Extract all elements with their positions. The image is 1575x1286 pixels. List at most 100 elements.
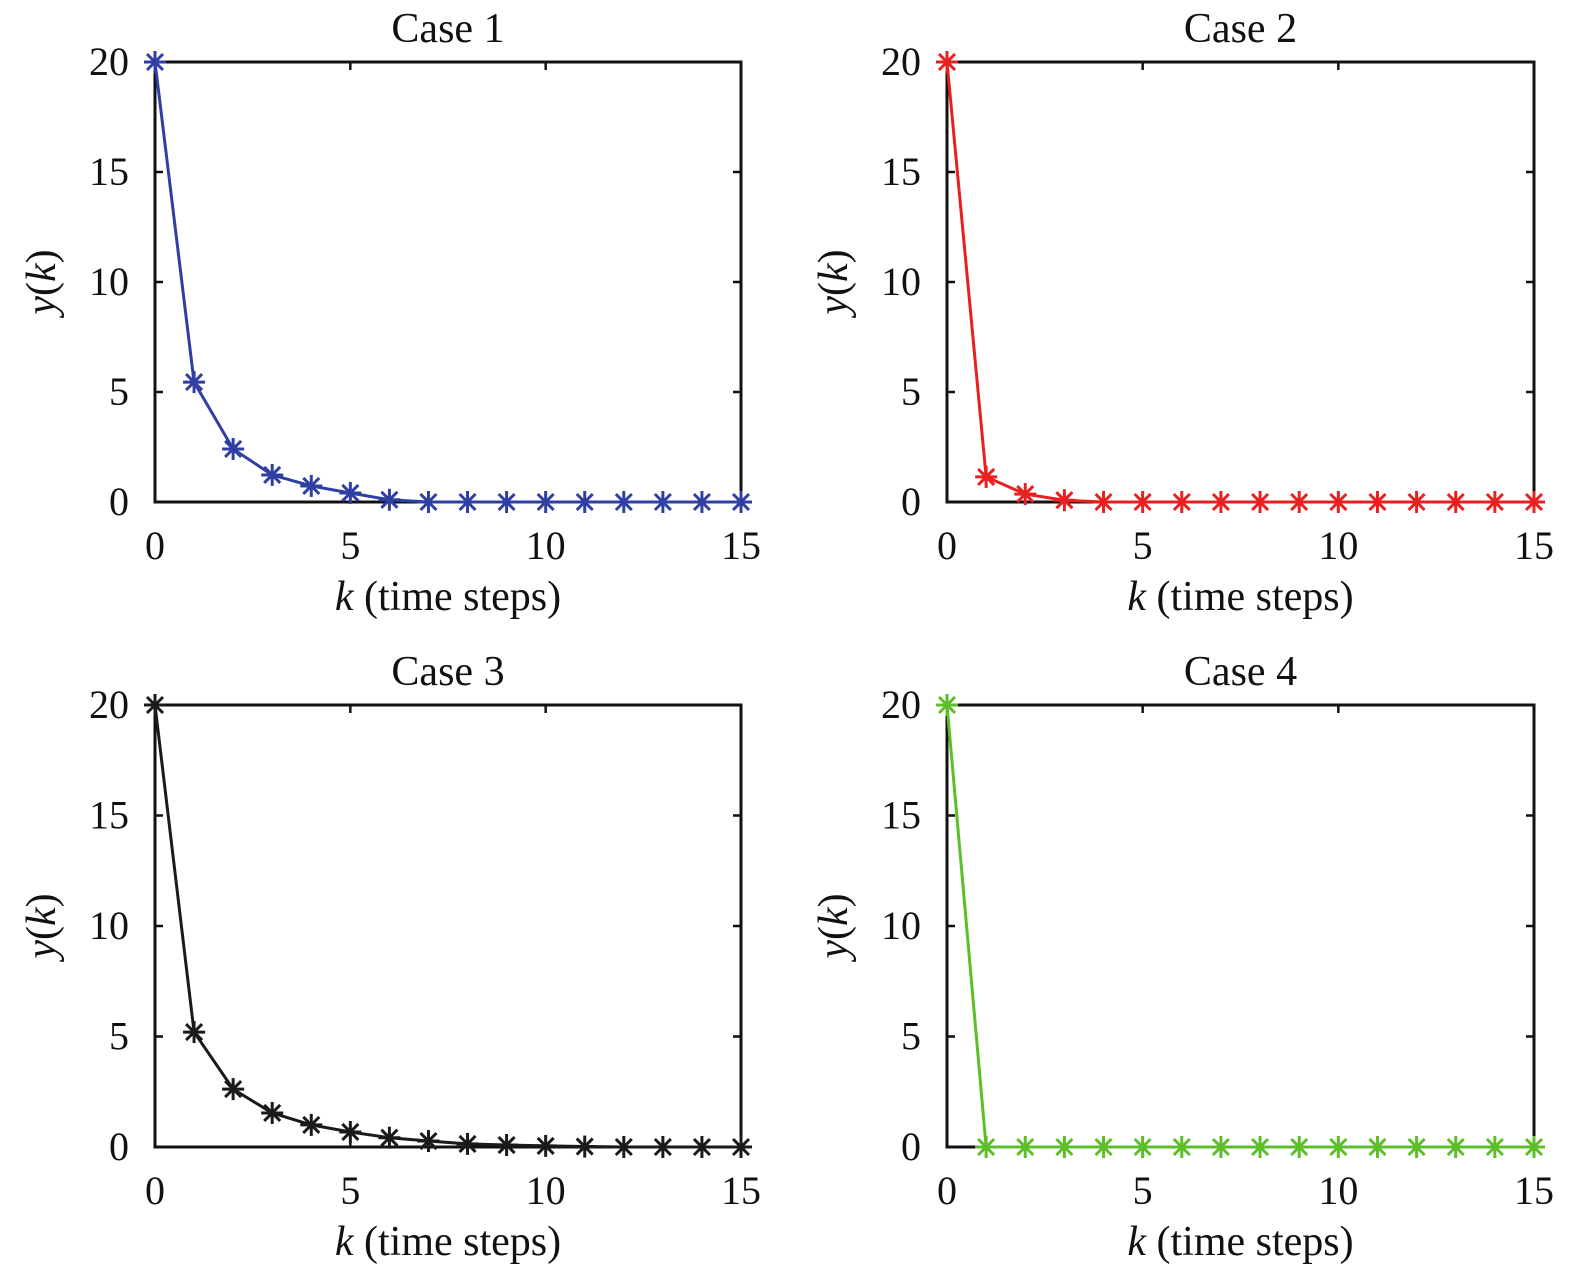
marker-stroke (1055, 1137, 1074, 1157)
series-line (153, 61, 741, 504)
marker-stroke (1251, 492, 1270, 512)
x-tick-label: 10 (1318, 1168, 1358, 1213)
data-point-marker (1523, 1136, 1545, 1158)
marker-stroke (937, 695, 957, 715)
data-point-marker (339, 481, 362, 504)
marker-stroke (1211, 1137, 1230, 1157)
y-axis-label-paren-open: ( (811, 282, 857, 296)
data-point-marker (730, 1136, 752, 1158)
data-point-marker (1288, 491, 1311, 513)
marker-stroke (1016, 485, 1035, 504)
x-tick-label: 0 (937, 523, 957, 568)
y-tick-label: 10 (881, 903, 921, 948)
data-point-marker (1366, 491, 1389, 513)
y-tick-label: 0 (109, 479, 129, 524)
y-tick-label: 20 (89, 682, 129, 727)
marker-stroke (1446, 1137, 1465, 1157)
data-point-marker (1249, 1136, 1272, 1158)
series-line (945, 704, 1534, 1149)
data-point-marker (144, 51, 166, 73)
data-point-marker (690, 491, 713, 513)
data-point-marker (1014, 483, 1037, 506)
marker-stroke (1016, 1137, 1035, 1157)
data-point-marker (534, 491, 557, 513)
data-point-marker (1444, 491, 1467, 513)
marker-stroke (614, 1137, 633, 1157)
x-axis-label-text: (time steps) (354, 1219, 562, 1265)
y-tick-label: 15 (89, 793, 129, 838)
x-axis-label-var: k (1127, 574, 1147, 620)
marker-stroke (614, 492, 633, 512)
marker-stroke (1485, 492, 1504, 512)
data-point-marker (222, 437, 245, 460)
y-tick-label: 10 (89, 259, 129, 304)
y-tick-label: 15 (89, 149, 129, 194)
data-point-marker (975, 1136, 998, 1158)
axes-box (945, 60, 1536, 504)
x-axis-label-var: k (335, 574, 355, 620)
x-axis-label: k (time steps) (335, 1219, 561, 1265)
marker-stroke (653, 1137, 672, 1157)
data-point-marker (1209, 491, 1232, 513)
data-point-marker (1288, 1136, 1311, 1158)
data-point-marker (936, 51, 958, 73)
data-point-marker (975, 465, 998, 488)
y-tick-label: 5 (109, 1014, 129, 1059)
marker-stroke (1368, 1137, 1387, 1157)
x-axis-label: k (time steps) (335, 574, 561, 620)
marker-stroke (536, 1136, 555, 1155)
marker-stroke (1368, 492, 1387, 512)
marker-stroke (1055, 491, 1074, 510)
marker-stroke (1172, 492, 1191, 512)
data-point-marker (1444, 1136, 1467, 1158)
y-axis-label-paren-close: ) (811, 893, 857, 907)
axes-box (153, 60, 743, 504)
data-point-marker (612, 1136, 635, 1158)
marker-stroke (1329, 1137, 1348, 1157)
y-axis-label-arg: k (811, 262, 857, 282)
marker-stroke (977, 1137, 996, 1157)
y-tick-label: 0 (901, 1124, 921, 1169)
data-point-marker (1053, 1136, 1076, 1158)
data-point-marker (612, 491, 635, 513)
y-axis-label-arg: k (811, 906, 857, 926)
data-point-marker (1483, 1136, 1506, 1158)
y-axis-label: y(k) (811, 893, 857, 962)
x-tick-label: 0 (937, 1168, 957, 1213)
data-point-marker (1249, 491, 1272, 513)
marker-stroke (1251, 1137, 1270, 1157)
data-point-marker (1483, 491, 1506, 513)
data-point-marker (339, 1120, 362, 1143)
marker-stroke (1211, 492, 1230, 512)
data-point-marker (730, 491, 752, 513)
data-point-marker (1327, 491, 1350, 513)
y-axis-label-paren-close: ) (19, 249, 65, 263)
data-point-marker (495, 491, 518, 513)
y-tick-label: 10 (881, 259, 921, 304)
data-point-marker (1092, 491, 1115, 513)
marker-stroke (653, 492, 672, 512)
marker-stroke (185, 373, 204, 392)
x-tick-label: 15 (1514, 523, 1554, 568)
y-axis-label-arg: k (19, 262, 65, 282)
x-axis-label: k (time steps) (1127, 574, 1353, 620)
marker-stroke (458, 1134, 477, 1153)
y-axis-label-var: y (19, 296, 65, 319)
data-point-marker (378, 1126, 401, 1149)
y-axis-label-paren-close: ) (811, 249, 857, 263)
data-point-marker (936, 694, 958, 716)
data-point-marker (1092, 1136, 1115, 1158)
data-point-marker (1170, 491, 1193, 513)
y-tick-label: 0 (109, 1124, 129, 1169)
x-tick-label: 10 (1318, 523, 1358, 568)
data-point-marker (1405, 491, 1428, 513)
marker-stroke (145, 695, 165, 715)
data-point-marker (651, 491, 674, 513)
marker-stroke (224, 1080, 243, 1099)
x-tick-label: 15 (1514, 1168, 1554, 1213)
x-axis-label-text: (time steps) (1146, 574, 1354, 620)
x-axis-label-var: k (335, 1219, 355, 1265)
x-tick-label: 5 (1133, 1168, 1153, 1213)
data-point-marker (456, 491, 479, 513)
